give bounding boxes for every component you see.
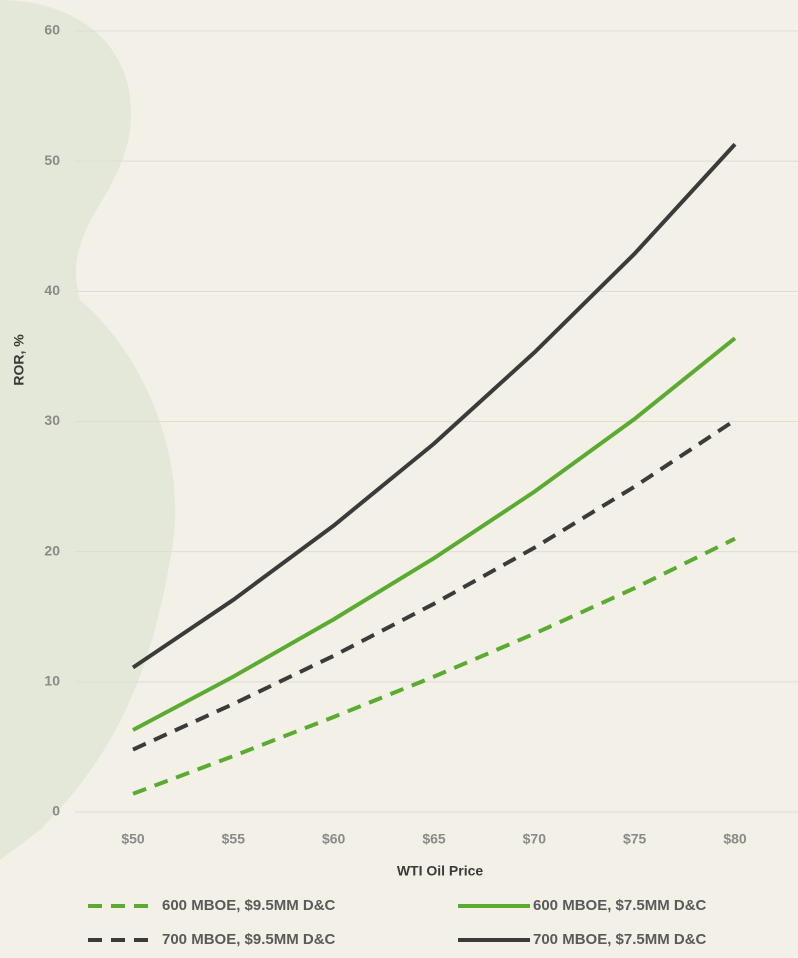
x-tick-label: $60 bbox=[322, 831, 346, 847]
legend-label: 700 MBOE, $9.5MM D&C bbox=[162, 931, 336, 948]
x-tick-label: $70 bbox=[523, 831, 547, 847]
x-tick-label: $50 bbox=[121, 831, 145, 847]
line bbox=[132, 336, 737, 732]
line bbox=[132, 536, 736, 796]
x-tick-label: $75 bbox=[623, 831, 647, 847]
x-tick-label: $55 bbox=[222, 831, 246, 847]
y-tick-label: 60 bbox=[44, 22, 60, 38]
legend-label: 700 MBOE, $7.5MM D&C bbox=[533, 931, 707, 948]
legend-label: 600 MBOE, $9.5MM D&C bbox=[162, 897, 336, 914]
x-tick-label: $65 bbox=[422, 831, 446, 847]
line bbox=[131, 142, 737, 670]
y-tick-label: 0 bbox=[52, 803, 60, 819]
y-tick-label: 40 bbox=[44, 282, 60, 298]
y-tick-label: 30 bbox=[44, 412, 60, 428]
legend-label: 600 MBOE, $7.5MM D&C bbox=[533, 897, 707, 914]
y-tick-label: 50 bbox=[44, 152, 60, 168]
x-axis-label: WTI Oil Price bbox=[397, 863, 484, 879]
y-tick-label: 20 bbox=[44, 542, 60, 558]
leaf-decoration bbox=[0, 0, 176, 860]
line bbox=[132, 418, 737, 752]
y-tick-label: 10 bbox=[44, 673, 60, 689]
y-axis-label: ROR, % bbox=[11, 334, 27, 386]
x-tick-label: $80 bbox=[723, 831, 747, 847]
